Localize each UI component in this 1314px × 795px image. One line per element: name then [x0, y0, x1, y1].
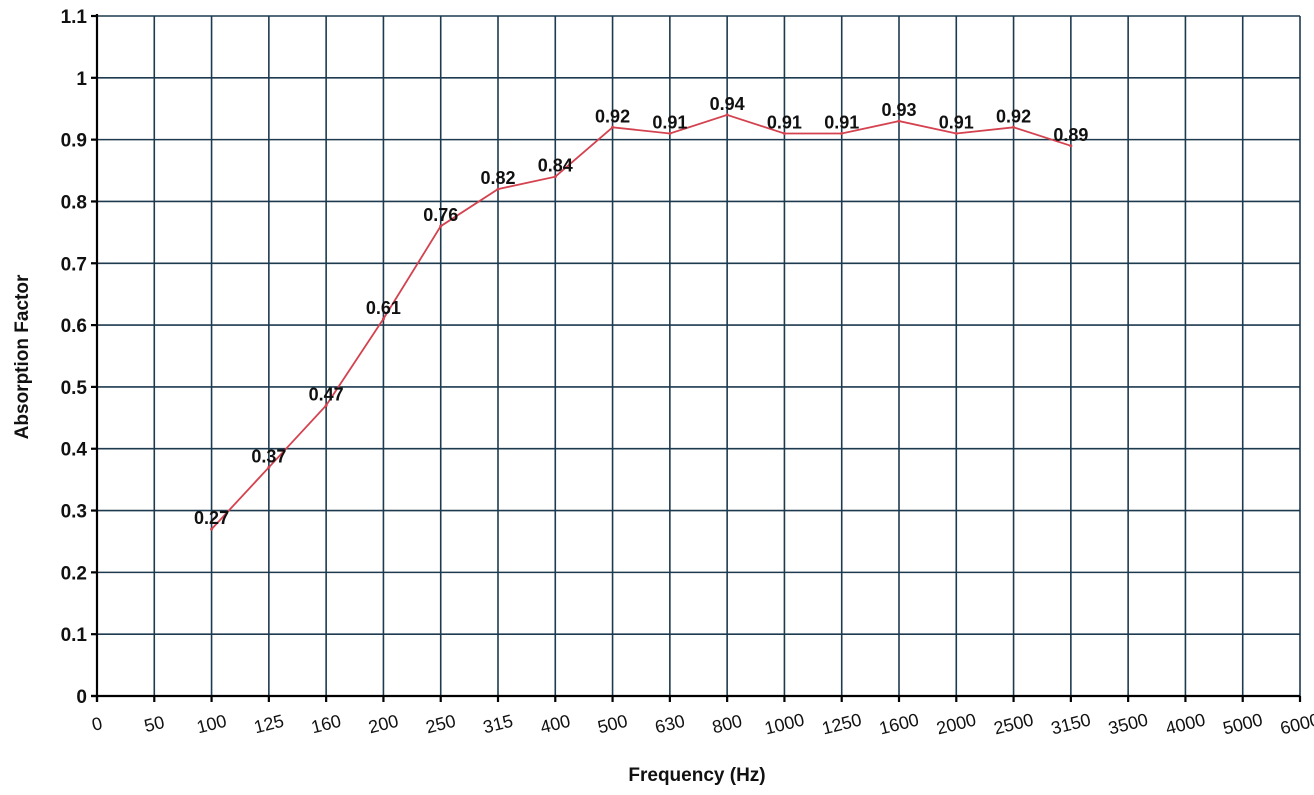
data-point	[897, 119, 901, 123]
series	[210, 113, 1073, 531]
y-tick-label: 0.4	[61, 440, 88, 461]
x-tick-labels: 0 50 100 125 160 200 250 315 400 500 630 800 1000 125…	[90, 709, 1314, 738]
data-point	[210, 527, 214, 531]
data-label: 0.84	[538, 156, 573, 176]
x-tick-label: 500	[596, 711, 630, 738]
data-label: 0.94	[710, 94, 745, 114]
y-tick-label: 0	[76, 687, 87, 708]
x-tick-label: 100	[195, 711, 229, 738]
x-tick-label: 2500	[992, 709, 1036, 738]
y-tick-label: 0.5	[61, 378, 88, 399]
y-axis-title: Absorption Factor	[12, 274, 33, 439]
x-tick-label: 0	[90, 713, 105, 735]
x-tick-label: 1600	[877, 709, 921, 738]
y-tick-label: 1.1	[61, 7, 88, 28]
x-tick-label: 1250	[820, 709, 864, 738]
grid	[97, 15, 1301, 696]
y-tick-label: 0.8	[61, 192, 87, 213]
data-label: 0.91	[652, 112, 687, 132]
data-label: 0.27	[194, 508, 229, 528]
data-label: 0.89	[1053, 125, 1088, 145]
data-label: 0.61	[366, 298, 401, 318]
y-tick-label: 0.3	[61, 502, 87, 523]
x-tick-label: 200	[366, 711, 400, 738]
data-label: 0.76	[423, 205, 458, 225]
data-point	[840, 131, 844, 135]
data-label: 0.37	[251, 446, 286, 466]
x-tick-label: 1000	[763, 709, 807, 738]
data-point	[553, 175, 557, 179]
data-label: 0.92	[595, 106, 630, 126]
data-label: 0.91	[939, 112, 974, 132]
x-tick-label: 630	[653, 711, 687, 738]
x-tick-label: 6000	[1278, 709, 1314, 738]
x-tick-label: 315	[481, 711, 515, 738]
x-tick-label: 800	[710, 711, 744, 738]
data-point	[381, 317, 385, 321]
data-label: 0.47	[309, 384, 344, 404]
axes	[91, 14, 1302, 702]
y-tick-label: 0.6	[61, 316, 87, 337]
x-tick-label: 125	[252, 711, 286, 738]
x-tick-label: 50	[142, 712, 166, 736]
x-tick-label: 3500	[1106, 709, 1150, 738]
data-point	[782, 131, 786, 135]
y-tick-label: 1	[76, 69, 87, 90]
data-point	[1012, 125, 1016, 129]
data-label: 0.91	[824, 112, 859, 132]
data-label: 0.82	[480, 168, 515, 188]
x-axis-title: Frequency (Hz)	[628, 765, 765, 786]
x-tick-label: 2000	[934, 709, 978, 738]
series-line	[210, 113, 1072, 530]
data-point	[496, 187, 500, 191]
x-tick-label: 160	[309, 711, 343, 738]
x-tick-label: 5000	[1221, 709, 1265, 738]
x-tick-label: 400	[538, 711, 572, 738]
y-tick-labels: 0 0.1 0.2 0.3 0.4 0.5 0.6 0.7 0.8 0.9 1 1.1	[61, 7, 88, 708]
x-tick-label: 250	[424, 711, 458, 738]
data-point	[954, 131, 958, 135]
data-labels: 0.27 0.37 0.47 0.61 0.76 0.82 0.84 0.92 0.91 0.94…	[194, 94, 1088, 528]
data-label: 0.91	[767, 112, 802, 132]
y-tick-label: 0.1	[61, 625, 88, 646]
data-point	[725, 113, 729, 117]
data-point	[267, 465, 271, 469]
data-label: 0.93	[881, 100, 916, 120]
y-tick-label: 0.7	[61, 254, 87, 275]
data-point	[1069, 144, 1073, 148]
y-tick-label: 0.2	[61, 563, 87, 584]
data-point	[611, 125, 615, 129]
data-label: 0.92	[996, 106, 1031, 126]
data-point	[668, 131, 672, 135]
data-point	[439, 224, 443, 228]
data-point	[324, 403, 328, 407]
x-tick-label: 4000	[1164, 709, 1208, 738]
y-tick-label: 0.9	[61, 131, 87, 152]
x-tick-label: 3150	[1049, 709, 1093, 738]
